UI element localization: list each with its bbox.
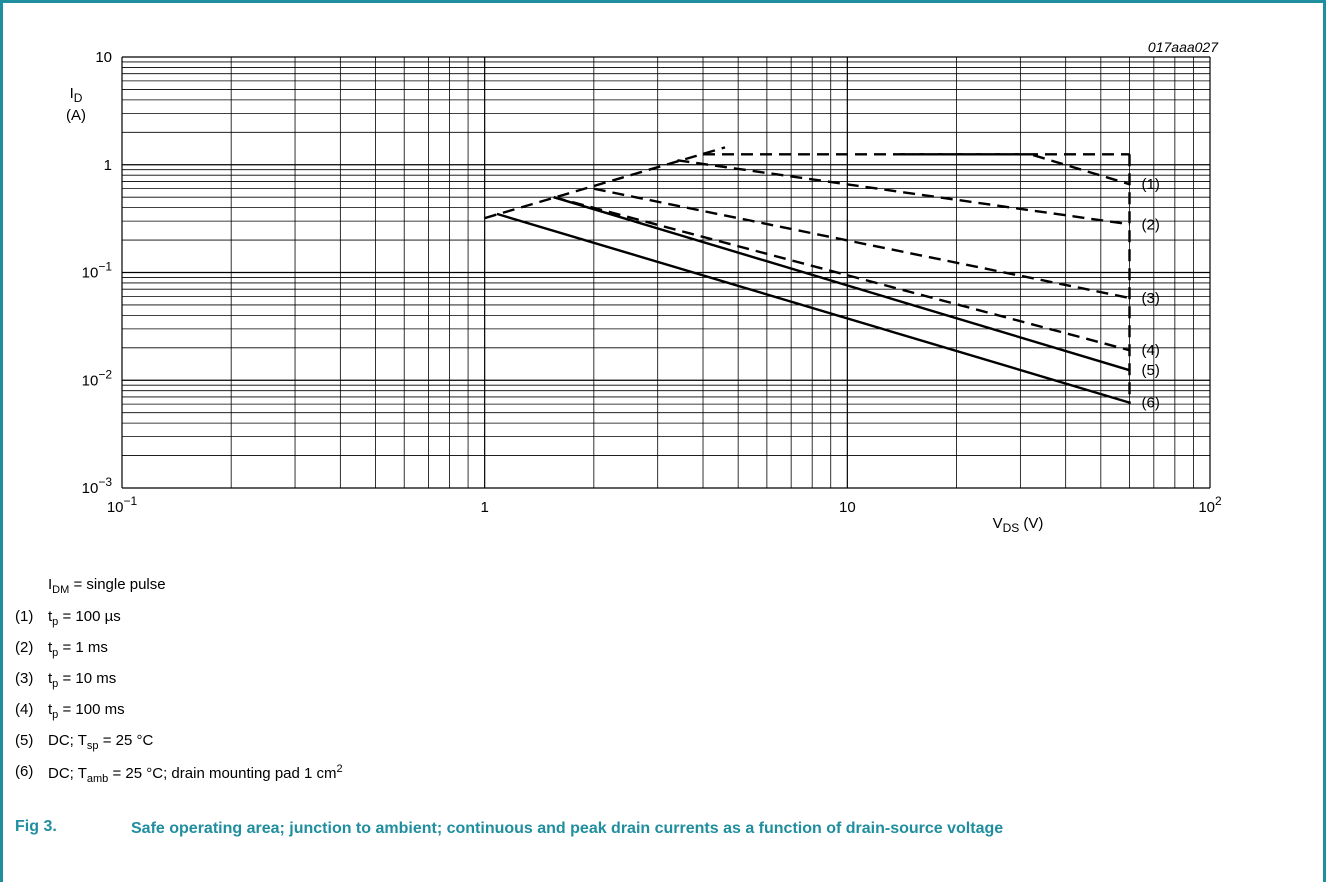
legend-item-text: DC; Tsp = 25 °C <box>48 732 154 752</box>
y-tick-label: 1 <box>104 157 112 174</box>
series-label-6: (6) <box>1142 395 1160 412</box>
x-tick-label: 102 <box>1198 494 1222 516</box>
series-line-2 <box>677 159 1130 226</box>
series-label-2: (2) <box>1142 216 1160 233</box>
series-line-1 <box>900 153 1130 186</box>
caption-text: Safe operating area; junction to ambient… <box>131 820 1004 837</box>
legend-item-number: (3) <box>15 670 34 687</box>
chart-grid <box>121 56 1211 489</box>
series-label-3: (3) <box>1142 290 1160 307</box>
legend-item-text: tp = 100 µs <box>48 608 121 628</box>
series-label-4: (4) <box>1142 342 1160 359</box>
series-line-5 <box>553 196 1130 372</box>
legend-item-number: (4) <box>15 701 34 718</box>
legend-idm-text: IDM = single pulse <box>48 576 166 596</box>
legend-item-text: tp = 10 ms <box>48 670 117 690</box>
series-line-6 <box>496 212 1130 404</box>
x-axis-label: VDS (V) <box>993 515 1044 535</box>
frame-left-border <box>0 0 3 882</box>
y-axis-unit: (A) <box>66 107 86 124</box>
legend-item-number: (1) <box>15 608 34 625</box>
caption-label: Fig 3. <box>15 818 57 835</box>
y-tick-label: 10 <box>95 49 112 66</box>
y-tick-label: 10−3 <box>82 475 113 497</box>
legend-item-number: (6) <box>15 763 34 780</box>
x-tick-label: 1 <box>480 499 488 516</box>
legend-item-text: tp = 1 ms <box>48 639 108 659</box>
legend-item-text: DC; Tamb = 25 °C; drain mounting pad 1 c… <box>48 763 343 785</box>
frame-right-border <box>1323 0 1326 882</box>
series-label-5: (5) <box>1142 362 1160 379</box>
chart-ticks: 10−1 1 10 102 10 1 10−1 10−2 10−3 <box>82 49 1222 516</box>
figure-code: 017aaa027 <box>1148 39 1219 55</box>
frame-top-border <box>0 0 1326 3</box>
y-axis-label: ID <box>70 85 83 105</box>
chart-curves: (1) (2) (3) (4) (5) (6) <box>484 146 1160 412</box>
soa-chart: (1) (2) (3) (4) (5) (6) 10−1 1 10 102 10 1 10−1 10−2… <box>66 39 1222 535</box>
series-line-3 <box>593 187 1130 300</box>
y-tick-label: 10−2 <box>82 367 113 389</box>
y-tick-label: 10−1 <box>82 260 113 282</box>
x-tick-label: 10 <box>839 499 856 516</box>
rdson-limit-line <box>484 146 726 220</box>
chart-axis-labels: ID (A) VDS (V) <box>66 85 1043 535</box>
legend-item-number: (5) <box>15 732 34 749</box>
series-label-1: (1) <box>1142 176 1160 193</box>
series-line-4 <box>553 196 1130 352</box>
legend-item-text: tp = 100 ms <box>48 701 125 721</box>
x-tick-label: 10−1 <box>107 494 138 516</box>
legend-item-number: (2) <box>15 639 34 656</box>
